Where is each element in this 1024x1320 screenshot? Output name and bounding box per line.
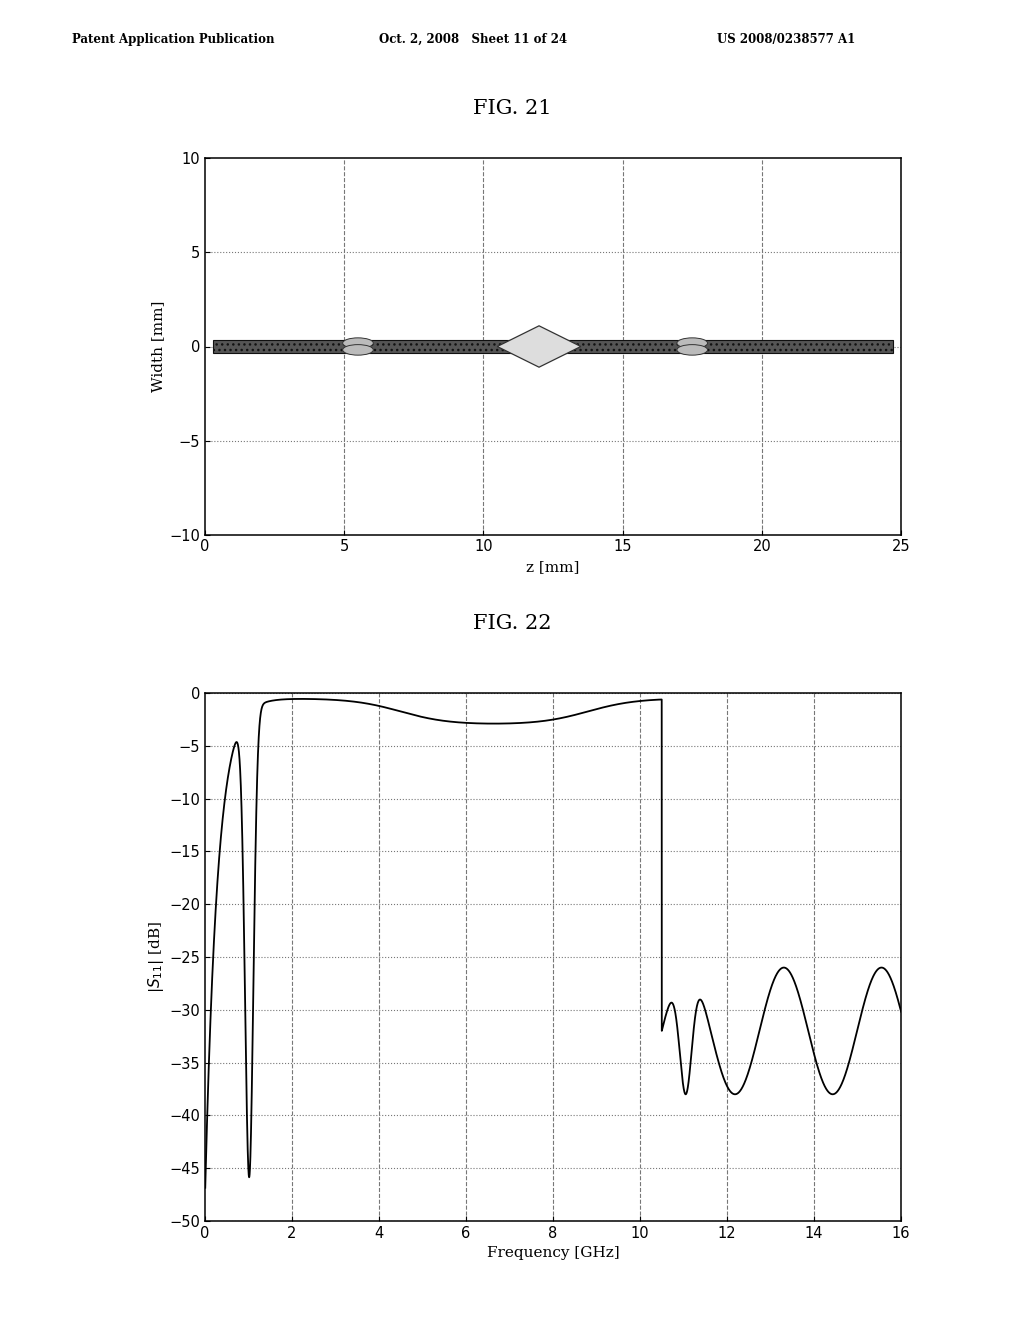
Bar: [213, 341, 893, 352]
Text: Patent Application Publication: Patent Application Publication: [72, 33, 274, 46]
Ellipse shape: [677, 345, 708, 355]
Text: FIG. 21: FIG. 21: [473, 99, 551, 117]
Text: US 2008/0238577 A1: US 2008/0238577 A1: [717, 33, 855, 46]
Text: Oct. 2, 2008   Sheet 11 of 24: Oct. 2, 2008 Sheet 11 of 24: [379, 33, 567, 46]
Y-axis label: |$S_{11}$| [dB]: |$S_{11}$| [dB]: [146, 921, 166, 993]
Text: FIG. 22: FIG. 22: [473, 614, 551, 632]
X-axis label: Frequency [GHz]: Frequency [GHz]: [486, 1246, 620, 1261]
Ellipse shape: [343, 338, 374, 348]
Ellipse shape: [343, 345, 374, 355]
Polygon shape: [498, 326, 581, 367]
Y-axis label: Width [mm]: Width [mm]: [151, 301, 165, 392]
X-axis label: z [mm]: z [mm]: [526, 560, 580, 574]
Ellipse shape: [677, 338, 708, 348]
